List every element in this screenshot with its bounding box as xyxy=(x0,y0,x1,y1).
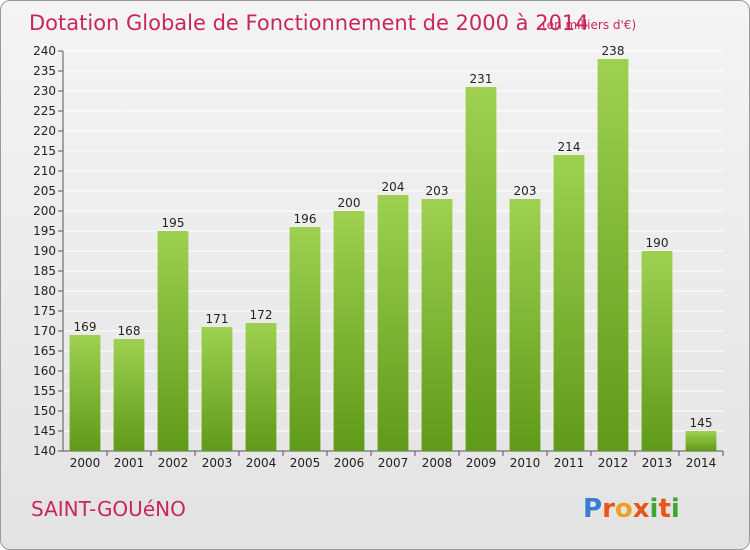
y-tick-label: 235 xyxy=(33,64,56,78)
bar-value-label: 214 xyxy=(558,140,581,154)
bar-value-label: 196 xyxy=(294,212,317,226)
bar xyxy=(289,227,321,451)
logo-letter: r xyxy=(602,494,615,524)
y-tick-label: 175 xyxy=(33,304,56,318)
x-tick-label: 2001 xyxy=(114,456,145,470)
bar xyxy=(333,211,365,451)
x-tick-label: 2000 xyxy=(70,456,101,470)
bar-value-label: 171 xyxy=(206,312,229,326)
x-tick-label: 2012 xyxy=(598,456,629,470)
bar-value-label: 145 xyxy=(690,416,713,430)
y-tick-label: 210 xyxy=(33,164,56,178)
bar-value-label: 203 xyxy=(426,184,449,198)
y-tick-label: 225 xyxy=(33,104,56,118)
bar xyxy=(113,339,145,451)
bar-value-label: 169 xyxy=(74,320,97,334)
y-tick-label: 205 xyxy=(33,184,56,198)
bar xyxy=(597,59,629,451)
bar xyxy=(509,199,541,451)
bar-value-label: 168 xyxy=(118,324,141,338)
bar xyxy=(641,251,673,451)
y-tick-label: 160 xyxy=(33,364,56,378)
y-tick-label: 170 xyxy=(33,324,56,338)
x-tick-label: 2013 xyxy=(642,456,673,470)
y-tick-label: 145 xyxy=(33,424,56,438)
bar xyxy=(201,327,233,451)
bar xyxy=(465,87,497,451)
logo-letter: x xyxy=(633,494,650,524)
y-tick-label: 195 xyxy=(33,224,56,238)
axis-layer: 1401451501551601651701751801851901952002… xyxy=(33,44,724,470)
logo-letter: i xyxy=(671,494,680,524)
x-tick-label: 2009 xyxy=(466,456,497,470)
proxiti-logo: Proxiti xyxy=(583,494,680,524)
y-tick-label: 190 xyxy=(33,244,56,258)
label-layer: 169 168 195 171 172 196 200 204 203 231 203 214 238 1… xyxy=(74,44,713,430)
chart-title: Dotation Globale de Fonctionnement de 20… xyxy=(29,11,589,35)
bar-value-label: 203 xyxy=(514,184,537,198)
bar xyxy=(553,155,585,451)
y-tick-label: 215 xyxy=(33,144,56,158)
logo-letter: o xyxy=(615,494,633,524)
logo-letter: P xyxy=(583,494,602,524)
y-tick-label: 155 xyxy=(33,384,56,398)
y-tick-label: 185 xyxy=(33,264,56,278)
y-tick-label: 220 xyxy=(33,124,56,138)
y-tick-label: 140 xyxy=(33,444,56,458)
x-tick-label: 2010 xyxy=(510,456,541,470)
bar-value-label: 172 xyxy=(250,308,273,322)
x-tick-label: 2006 xyxy=(334,456,365,470)
x-tick-label: 2005 xyxy=(290,456,321,470)
y-tick-label: 150 xyxy=(33,404,56,418)
bar-layer xyxy=(69,59,717,451)
y-tick-label: 240 xyxy=(33,44,56,58)
x-tick-label: 2007 xyxy=(378,456,409,470)
logo-letter: i xyxy=(650,494,659,524)
x-tick-label: 2008 xyxy=(422,456,453,470)
bar xyxy=(377,195,409,451)
x-tick-label: 2014 xyxy=(686,456,717,470)
bar xyxy=(421,199,453,451)
bar-value-label: 190 xyxy=(646,236,669,250)
bar-value-label: 231 xyxy=(470,72,493,86)
bar-value-label: 200 xyxy=(338,196,361,210)
commune-name: SAINT-GOUéNO xyxy=(31,497,186,521)
x-tick-label: 2002 xyxy=(158,456,189,470)
y-tick-label: 180 xyxy=(33,284,56,298)
y-tick-label: 200 xyxy=(33,204,56,218)
bar-value-label: 195 xyxy=(162,216,185,230)
bar xyxy=(685,431,717,451)
bar xyxy=(157,231,189,451)
bar xyxy=(245,323,277,451)
bar-value-label: 238 xyxy=(602,44,625,58)
x-tick-label: 2003 xyxy=(202,456,233,470)
bar xyxy=(69,335,101,451)
x-tick-label: 2011 xyxy=(554,456,585,470)
logo-letter: t xyxy=(658,494,670,524)
y-tick-label: 230 xyxy=(33,84,56,98)
chart-subtitle: (en milliers d'€) xyxy=(542,18,636,32)
x-tick-label: 2004 xyxy=(246,456,277,470)
y-tick-label: 165 xyxy=(33,344,56,358)
bar-value-label: 204 xyxy=(382,180,405,194)
